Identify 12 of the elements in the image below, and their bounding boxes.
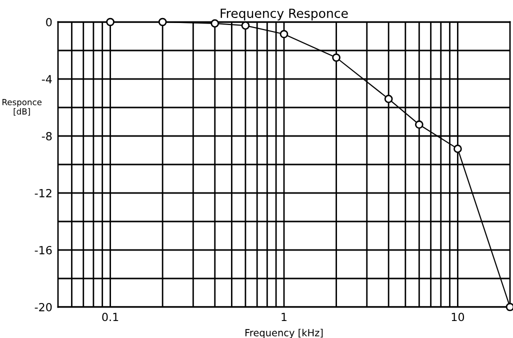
y-tick-label: 0 bbox=[46, 18, 52, 26]
y-axis-title: Responce [dB] bbox=[2, 99, 42, 116]
y-tick-label: -16 bbox=[34, 246, 52, 254]
chart-title: Frequency Responce bbox=[220, 8, 348, 20]
y-tick-label: -4 bbox=[42, 75, 52, 84]
x-tick-label: 10 bbox=[452, 312, 464, 322]
y-tick-label: -20 bbox=[34, 302, 52, 312]
x-tick-label: 0.1 bbox=[102, 312, 118, 322]
y-tick-label: -12 bbox=[34, 188, 52, 198]
x-axis-title: Frequency [kHz] bbox=[245, 328, 323, 338]
x-tick-label: 1 bbox=[282, 312, 287, 321]
y-tick-label: -8 bbox=[42, 132, 52, 140]
